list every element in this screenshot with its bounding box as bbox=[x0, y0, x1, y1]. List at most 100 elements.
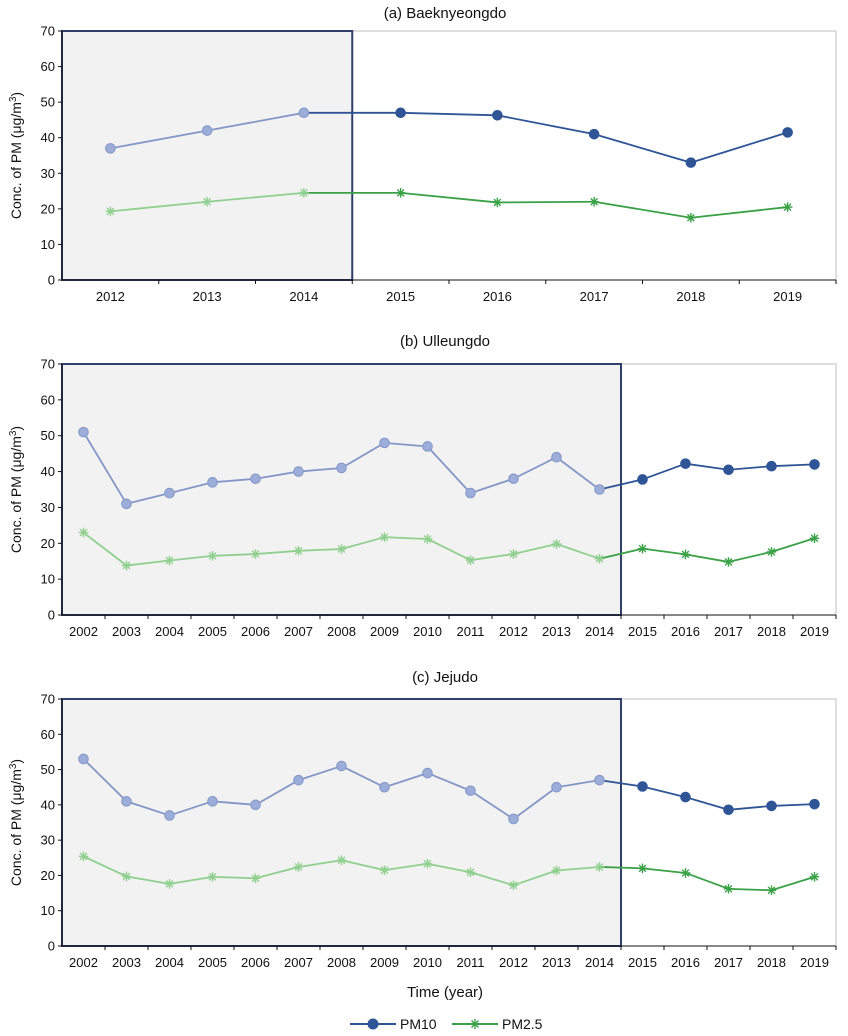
series-segment bbox=[427, 538, 471, 561]
series-segment bbox=[728, 805, 772, 811]
series-segment bbox=[384, 862, 428, 872]
series-segment bbox=[513, 543, 557, 555]
data-point-pm25 bbox=[164, 555, 175, 566]
series-segment bbox=[169, 554, 213, 562]
data-point-pm25 bbox=[594, 862, 605, 872]
x-tick-label: 2008 bbox=[327, 955, 356, 970]
data-point-pm25 bbox=[680, 868, 691, 878]
x-tick-label: 2005 bbox=[198, 624, 227, 639]
x-tick-label: 2014 bbox=[585, 624, 614, 639]
data-point-pm25 bbox=[379, 532, 390, 542]
y-axis-label: Conc. of PM (μg/m3) bbox=[8, 92, 25, 219]
series-segment bbox=[556, 543, 600, 560]
x-tick-label: 2006 bbox=[241, 955, 270, 970]
data-point-pm25 bbox=[250, 873, 261, 884]
y-tick-label: 10 bbox=[41, 572, 55, 587]
series-segment bbox=[212, 477, 256, 484]
x-tick-label: 2017 bbox=[580, 289, 609, 304]
series-segment bbox=[82, 758, 128, 802]
data-point-pm25 bbox=[508, 549, 519, 559]
series-segment bbox=[555, 456, 601, 491]
series-segment bbox=[341, 859, 385, 872]
x-tick-label: 2006 bbox=[241, 624, 270, 639]
series-segment bbox=[298, 859, 342, 868]
y-tick-label: 70 bbox=[41, 357, 55, 372]
data-point-pm10 bbox=[395, 107, 406, 119]
x-tick-label: 2018 bbox=[757, 955, 786, 970]
shaded-region bbox=[61, 698, 622, 947]
series-segment bbox=[207, 191, 304, 203]
x-tick-label: 2016 bbox=[483, 289, 512, 304]
y-tick-label: 0 bbox=[48, 939, 55, 954]
series-segment bbox=[497, 200, 595, 204]
y-tick-label: 30 bbox=[41, 500, 55, 515]
y-axis-label: Conc. of PM (μg/m3) bbox=[8, 759, 25, 886]
x-tick-label: 2003 bbox=[112, 624, 141, 639]
data-point-pm10 bbox=[336, 462, 347, 474]
data-point-pm10 bbox=[723, 464, 734, 476]
y-tick-label: 20 bbox=[41, 868, 55, 883]
series-segment bbox=[427, 862, 471, 874]
series-segment bbox=[206, 111, 305, 132]
data-point-pm10 bbox=[594, 774, 605, 786]
data-point-pm25 bbox=[336, 855, 347, 866]
y-tick-label: 0 bbox=[48, 608, 55, 623]
data-point-pm25 bbox=[809, 872, 820, 882]
data-point-pm25 bbox=[637, 863, 648, 874]
y-tick-label: 40 bbox=[41, 797, 55, 812]
data-point-pm25 bbox=[78, 851, 89, 862]
data-point-pm25 bbox=[766, 547, 777, 557]
series-segment bbox=[685, 462, 729, 471]
x-tick-label: 2015 bbox=[386, 289, 415, 304]
data-point-pm25 bbox=[121, 560, 132, 571]
series-segment bbox=[255, 866, 299, 880]
x-tick-label: 2010 bbox=[413, 624, 442, 639]
series-segment bbox=[82, 531, 128, 567]
data-point-pm10 bbox=[551, 781, 562, 793]
data-point-pm25 bbox=[589, 196, 599, 207]
series-segment bbox=[556, 779, 600, 789]
x-tick-label: 2008 bbox=[327, 624, 356, 639]
series-segment bbox=[470, 789, 514, 820]
chart-title: (c) Jejudo bbox=[412, 669, 478, 686]
x-tick-label: 2019 bbox=[800, 955, 829, 970]
x-tick-label: 2002 bbox=[69, 624, 98, 639]
data-point-pm25 bbox=[766, 885, 777, 896]
data-point-pm10 bbox=[782, 127, 793, 138]
y-tick-label: 60 bbox=[41, 392, 55, 407]
x-tick-label: 2018 bbox=[757, 624, 786, 639]
series-segment bbox=[690, 206, 788, 219]
data-point-pm25 bbox=[422, 858, 433, 869]
series-segment bbox=[341, 536, 385, 550]
legend-pm10-marker bbox=[367, 1018, 379, 1030]
x-tick-label: 2019 bbox=[773, 289, 802, 304]
data-point-pm25 bbox=[105, 206, 116, 217]
y-tick-label: 10 bbox=[41, 237, 55, 252]
data-point-pm10 bbox=[105, 143, 116, 154]
data-point-pm25 bbox=[202, 196, 212, 207]
x-tick-label: 2013 bbox=[542, 955, 571, 970]
series-pm10 bbox=[78, 753, 820, 825]
data-point-pm25 bbox=[809, 533, 820, 544]
series-segment bbox=[685, 796, 729, 811]
data-point-pm25 bbox=[336, 544, 347, 554]
shaded-region bbox=[61, 363, 622, 616]
data-point-pm25 bbox=[207, 551, 218, 561]
data-point-pm25 bbox=[164, 879, 175, 889]
series-segment bbox=[599, 547, 643, 560]
data-point-pm25 bbox=[782, 202, 793, 212]
data-point-pm25 bbox=[465, 555, 476, 565]
x-tick-label: 2014 bbox=[289, 289, 318, 304]
series-segment bbox=[255, 779, 299, 806]
series-segment bbox=[126, 800, 170, 817]
x-tick-label: 2017 bbox=[714, 955, 743, 970]
series-segment bbox=[593, 200, 692, 219]
data-point-pm10 bbox=[121, 498, 132, 510]
series-segment bbox=[599, 866, 643, 870]
series-segment bbox=[126, 559, 170, 567]
data-point-pm10 bbox=[121, 796, 132, 807]
series-segment bbox=[685, 872, 729, 890]
chart-panel-1: (a) Baeknyeongdo 0 10 20 30 40 50 60 70 2012 2013 2… bbox=[8, 5, 837, 304]
series-segment bbox=[728, 465, 772, 471]
data-point-pm25 bbox=[680, 549, 691, 560]
